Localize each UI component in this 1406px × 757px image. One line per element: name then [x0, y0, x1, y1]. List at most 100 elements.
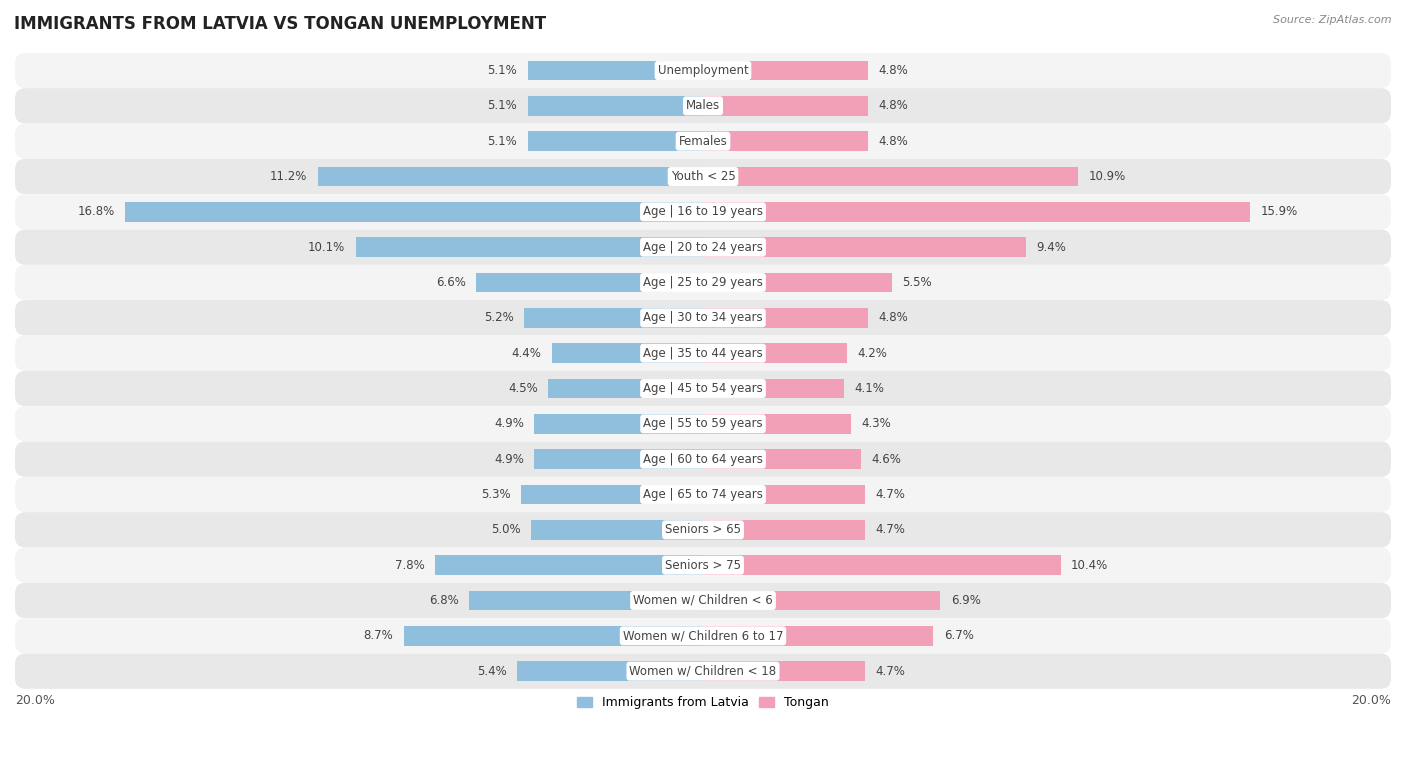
- Text: 20.0%: 20.0%: [15, 694, 55, 707]
- Text: 5.4%: 5.4%: [477, 665, 508, 678]
- Bar: [703, 344, 848, 363]
- Text: 10.4%: 10.4%: [1071, 559, 1108, 572]
- Text: 15.9%: 15.9%: [1260, 205, 1298, 218]
- Text: Females: Females: [679, 135, 727, 148]
- Text: Age | 65 to 74 years: Age | 65 to 74 years: [643, 488, 763, 501]
- Bar: [703, 450, 862, 469]
- FancyBboxPatch shape: [15, 477, 1391, 512]
- Text: 5.2%: 5.2%: [484, 311, 513, 324]
- Text: 4.9%: 4.9%: [495, 453, 524, 466]
- Text: 4.8%: 4.8%: [879, 135, 908, 148]
- Bar: [703, 61, 868, 80]
- Text: 6.7%: 6.7%: [943, 629, 974, 643]
- Bar: [531, 520, 703, 540]
- Text: 4.7%: 4.7%: [875, 523, 905, 536]
- FancyBboxPatch shape: [15, 335, 1391, 371]
- FancyBboxPatch shape: [15, 583, 1391, 618]
- Bar: [703, 590, 941, 610]
- FancyBboxPatch shape: [15, 407, 1391, 441]
- FancyBboxPatch shape: [15, 547, 1391, 583]
- Text: 4.8%: 4.8%: [879, 311, 908, 324]
- FancyBboxPatch shape: [15, 123, 1391, 159]
- Bar: [703, 96, 868, 116]
- Bar: [703, 132, 868, 151]
- Text: 4.8%: 4.8%: [879, 99, 908, 112]
- Text: 10.9%: 10.9%: [1088, 170, 1126, 183]
- Bar: [551, 344, 703, 363]
- Text: Age | 25 to 29 years: Age | 25 to 29 years: [643, 276, 763, 289]
- Text: 6.8%: 6.8%: [429, 594, 458, 607]
- Text: 4.4%: 4.4%: [512, 347, 541, 360]
- Text: 6.6%: 6.6%: [436, 276, 465, 289]
- Bar: [524, 308, 703, 328]
- Text: 5.5%: 5.5%: [903, 276, 932, 289]
- Text: Age | 60 to 64 years: Age | 60 to 64 years: [643, 453, 763, 466]
- Bar: [703, 308, 868, 328]
- Text: 7.8%: 7.8%: [395, 559, 425, 572]
- Text: 5.1%: 5.1%: [488, 99, 517, 112]
- FancyBboxPatch shape: [15, 53, 1391, 88]
- Text: 11.2%: 11.2%: [270, 170, 308, 183]
- Text: Age | 45 to 54 years: Age | 45 to 54 years: [643, 382, 763, 395]
- Text: IMMIGRANTS FROM LATVIA VS TONGAN UNEMPLOYMENT: IMMIGRANTS FROM LATVIA VS TONGAN UNEMPLO…: [14, 15, 546, 33]
- Bar: [527, 132, 703, 151]
- Text: 9.4%: 9.4%: [1036, 241, 1067, 254]
- Bar: [527, 61, 703, 80]
- Bar: [520, 484, 703, 504]
- Text: 4.1%: 4.1%: [855, 382, 884, 395]
- Bar: [703, 238, 1026, 257]
- Text: Youth < 25: Youth < 25: [671, 170, 735, 183]
- Text: Age | 16 to 19 years: Age | 16 to 19 years: [643, 205, 763, 218]
- FancyBboxPatch shape: [15, 301, 1391, 335]
- Text: Seniors > 75: Seniors > 75: [665, 559, 741, 572]
- Text: 5.1%: 5.1%: [488, 64, 517, 77]
- Bar: [548, 378, 703, 398]
- Legend: Immigrants from Latvia, Tongan: Immigrants from Latvia, Tongan: [572, 691, 834, 715]
- FancyBboxPatch shape: [15, 195, 1391, 229]
- Text: 4.3%: 4.3%: [862, 417, 891, 430]
- Bar: [534, 414, 703, 434]
- Bar: [470, 590, 703, 610]
- Text: 4.7%: 4.7%: [875, 488, 905, 501]
- Text: 8.7%: 8.7%: [364, 629, 394, 643]
- Bar: [125, 202, 703, 222]
- Bar: [534, 450, 703, 469]
- FancyBboxPatch shape: [15, 441, 1391, 477]
- Bar: [434, 556, 703, 575]
- Bar: [517, 662, 703, 681]
- Text: 16.8%: 16.8%: [77, 205, 115, 218]
- Text: Women w/ Children < 18: Women w/ Children < 18: [630, 665, 776, 678]
- Bar: [703, 273, 893, 292]
- Text: 10.1%: 10.1%: [308, 241, 346, 254]
- Bar: [703, 414, 851, 434]
- Bar: [703, 378, 844, 398]
- FancyBboxPatch shape: [15, 512, 1391, 547]
- Text: Age | 35 to 44 years: Age | 35 to 44 years: [643, 347, 763, 360]
- Text: 4.9%: 4.9%: [495, 417, 524, 430]
- Text: Source: ZipAtlas.com: Source: ZipAtlas.com: [1274, 15, 1392, 25]
- Bar: [703, 520, 865, 540]
- Bar: [527, 96, 703, 116]
- Text: Age | 55 to 59 years: Age | 55 to 59 years: [643, 417, 763, 430]
- Bar: [703, 484, 865, 504]
- Text: 20.0%: 20.0%: [1351, 694, 1391, 707]
- Text: 4.6%: 4.6%: [872, 453, 901, 466]
- Bar: [703, 167, 1078, 186]
- Bar: [703, 556, 1060, 575]
- Text: Males: Males: [686, 99, 720, 112]
- Text: 6.9%: 6.9%: [950, 594, 980, 607]
- Bar: [703, 626, 934, 646]
- Bar: [318, 167, 703, 186]
- Text: 5.1%: 5.1%: [488, 135, 517, 148]
- Bar: [404, 626, 703, 646]
- FancyBboxPatch shape: [15, 265, 1391, 301]
- FancyBboxPatch shape: [15, 371, 1391, 407]
- Text: 4.2%: 4.2%: [858, 347, 887, 360]
- FancyBboxPatch shape: [15, 159, 1391, 195]
- FancyBboxPatch shape: [15, 653, 1391, 689]
- Text: Women w/ Children 6 to 17: Women w/ Children 6 to 17: [623, 629, 783, 643]
- Bar: [703, 662, 865, 681]
- Bar: [703, 202, 1250, 222]
- Text: 4.8%: 4.8%: [879, 64, 908, 77]
- Text: Unemployment: Unemployment: [658, 64, 748, 77]
